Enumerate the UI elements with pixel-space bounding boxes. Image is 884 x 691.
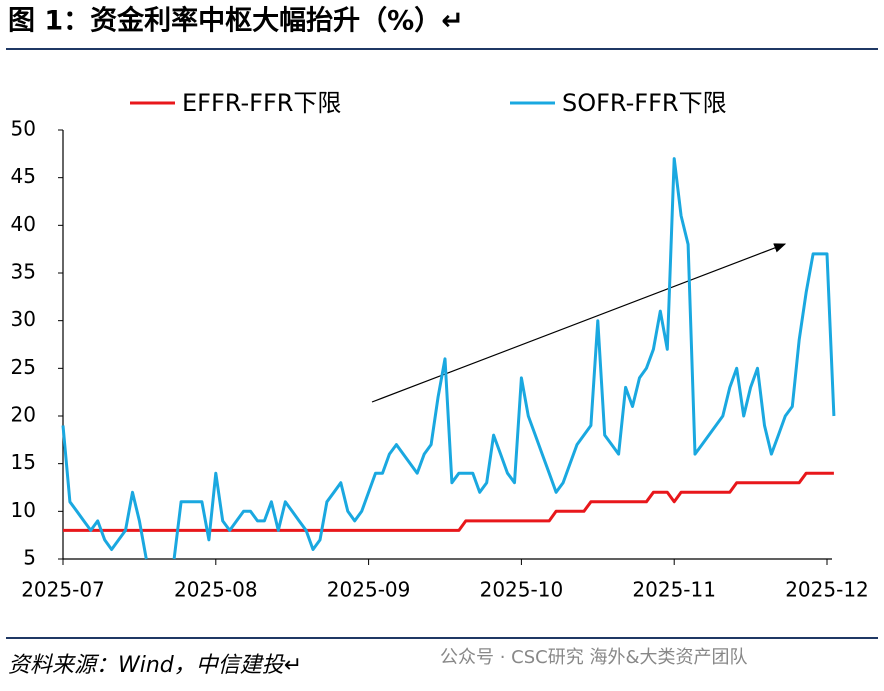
source: 资料来源：Wind，中信建投↵ [8, 653, 302, 678]
y-tick-label: 25 [11, 355, 36, 379]
y-tick-label: 40 [11, 212, 36, 236]
x-tick-label: 2025-08 [174, 578, 258, 602]
series-line [63, 471, 834, 532]
x-tick-label: 2025-09 [327, 578, 411, 602]
y-tick-label: 5 [23, 546, 36, 570]
y-tick-label: 50 [11, 117, 36, 141]
x-tick-label: 2025-11 [632, 578, 716, 602]
y-tick-label: 30 [11, 307, 36, 331]
legend-label: SOFR-FFR下限 [562, 89, 727, 117]
y-tick-label: 10 [11, 498, 36, 522]
y-tick-label: 15 [11, 450, 36, 474]
y-tick-label: 45 [11, 164, 36, 188]
x-tick-label: 2025-10 [480, 578, 564, 602]
legend-label: EFFR-FFR下限 [182, 89, 341, 117]
y-tick-label: 20 [11, 403, 36, 427]
x-tick-label: 2025-12 [785, 578, 869, 602]
chart-title: 图 1：资金利率中枢大幅抬升（%）↵ [8, 5, 464, 37]
x-tick-label: 2025-07 [21, 578, 105, 602]
watermark: 公众号 · CSC研究 海外&大类资产团队 [440, 647, 747, 668]
trend-arrow [371, 243, 787, 403]
y-tick-label: 35 [11, 260, 36, 284]
series-line [61, 157, 836, 560]
